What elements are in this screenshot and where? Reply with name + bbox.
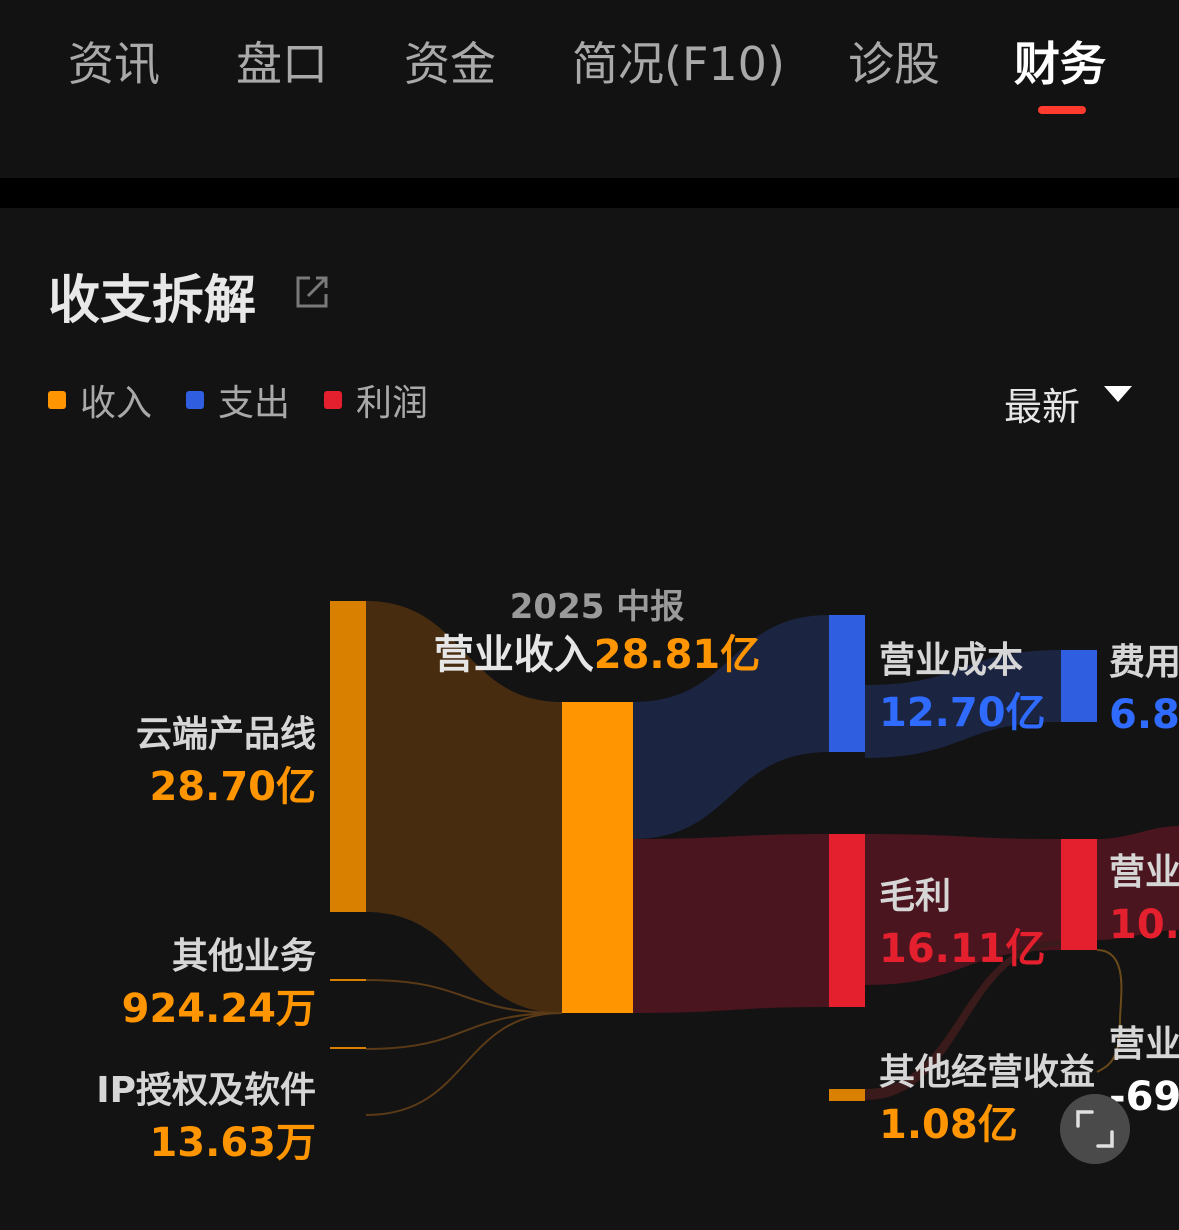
value-other-income: 1.08亿 — [879, 1102, 1018, 1148]
legend-item-expense: 支出 — [186, 378, 290, 424]
sankey-chart: 2025 中报 营业收入28.81亿 云端产品线 28.70亿 其他业务 924… — [96, 587, 1179, 1166]
headline-revenue: 营业收入28.81亿 — [434, 632, 761, 678]
tab-diagnosis[interactable]: 诊股 — [848, 37, 940, 91]
legend-swatch-profit — [324, 391, 342, 409]
legend-label-profit: 利润 — [356, 383, 429, 424]
link-cost-expense — [865, 650, 1061, 758]
node-bar-other-biz[interactable] — [330, 979, 366, 981]
link-operating-next — [1097, 826, 1179, 940]
tab-news[interactable]: 资讯 — [68, 37, 160, 91]
value-cloud: 28.70亿 — [149, 764, 316, 810]
link-other-biz-revenue — [365, 979, 563, 1014]
active-tab-indicator — [1038, 106, 1086, 114]
link-misc-1 — [365, 1012, 563, 1050]
label-ip: IP授权及软件 — [96, 1070, 316, 1111]
link-revenue-cost — [633, 615, 829, 839]
label-op-profit: 营业 — [1109, 852, 1179, 893]
node-bar-misc[interactable] — [330, 1047, 366, 1049]
legend-item-profit: 利润 — [324, 378, 428, 424]
node-bar-cost[interactable] — [829, 615, 865, 752]
link-gross-operating — [865, 834, 1061, 985]
legend-swatch-income — [48, 391, 66, 409]
node-bar-expense[interactable] — [1061, 650, 1097, 722]
label-cloud: 云端产品线 — [136, 714, 316, 755]
link-cloud-revenue — [366, 601, 562, 1013]
dropdown-caret-icon[interactable] — [1104, 386, 1132, 402]
external-link-icon[interactable] — [292, 272, 332, 312]
node-bar-gross[interactable] — [829, 834, 865, 1007]
legend-item-income: 收入 — [48, 378, 152, 424]
link-revenue-gross — [633, 834, 829, 1013]
tab-capital[interactable]: 资金 — [404, 37, 496, 91]
tab-order-book[interactable]: 盘口 — [236, 37, 328, 91]
label-expense: 费用 — [1109, 642, 1179, 683]
link-operating-nonop — [1096, 949, 1123, 1073]
fullscreen-button[interactable] — [1060, 1094, 1130, 1164]
legend-label-expense: 支出 — [218, 383, 291, 424]
headline-value: 28.81亿 — [594, 632, 761, 678]
label-other-income: 其他经营收益 — [879, 1052, 1095, 1093]
value-op-profit: 10.3 — [1109, 902, 1179, 948]
tab-finance[interactable]: 财务 — [1014, 37, 1106, 91]
tab-profile-f10[interactable]: 简况(F10) — [572, 37, 785, 91]
value-expense: 6.8 — [1109, 692, 1179, 738]
label-cost: 营业成本 — [879, 640, 1023, 681]
legend-swatch-expense — [186, 391, 204, 409]
period-label: 2025 中报 — [510, 587, 684, 627]
value-ip: 13.63万 — [149, 1120, 316, 1166]
node-bar-other-income[interactable] — [829, 1089, 865, 1101]
tab-bar: 资讯 盘口 资金 简况(F10) 诊股 财务 — [0, 0, 1179, 178]
section-divider — [0, 178, 1179, 208]
label-other-biz: 其他业务 — [172, 936, 316, 977]
headline-label: 营业收入 — [434, 632, 594, 678]
label-nonop: 营业 — [1109, 1024, 1179, 1065]
section-title: 收支拆解 — [48, 271, 257, 331]
value-other-biz: 924.24万 — [122, 986, 316, 1032]
value-gross: 16.11亿 — [879, 926, 1046, 972]
fullscreen-icon — [1076, 1110, 1114, 1148]
node-bar-revenue[interactable] — [562, 702, 633, 1013]
node-bar-cloud[interactable] — [330, 601, 366, 912]
legend-label-income: 收入 — [80, 383, 153, 424]
label-gross: 毛利 — [879, 876, 951, 917]
link-other-income-operating — [865, 940, 1061, 1100]
link-ip-revenue — [365, 1012, 563, 1116]
period-select[interactable]: 最新 — [1004, 385, 1081, 429]
node-bar-operating[interactable] — [1061, 839, 1097, 950]
value-cost: 12.70亿 — [879, 690, 1046, 736]
